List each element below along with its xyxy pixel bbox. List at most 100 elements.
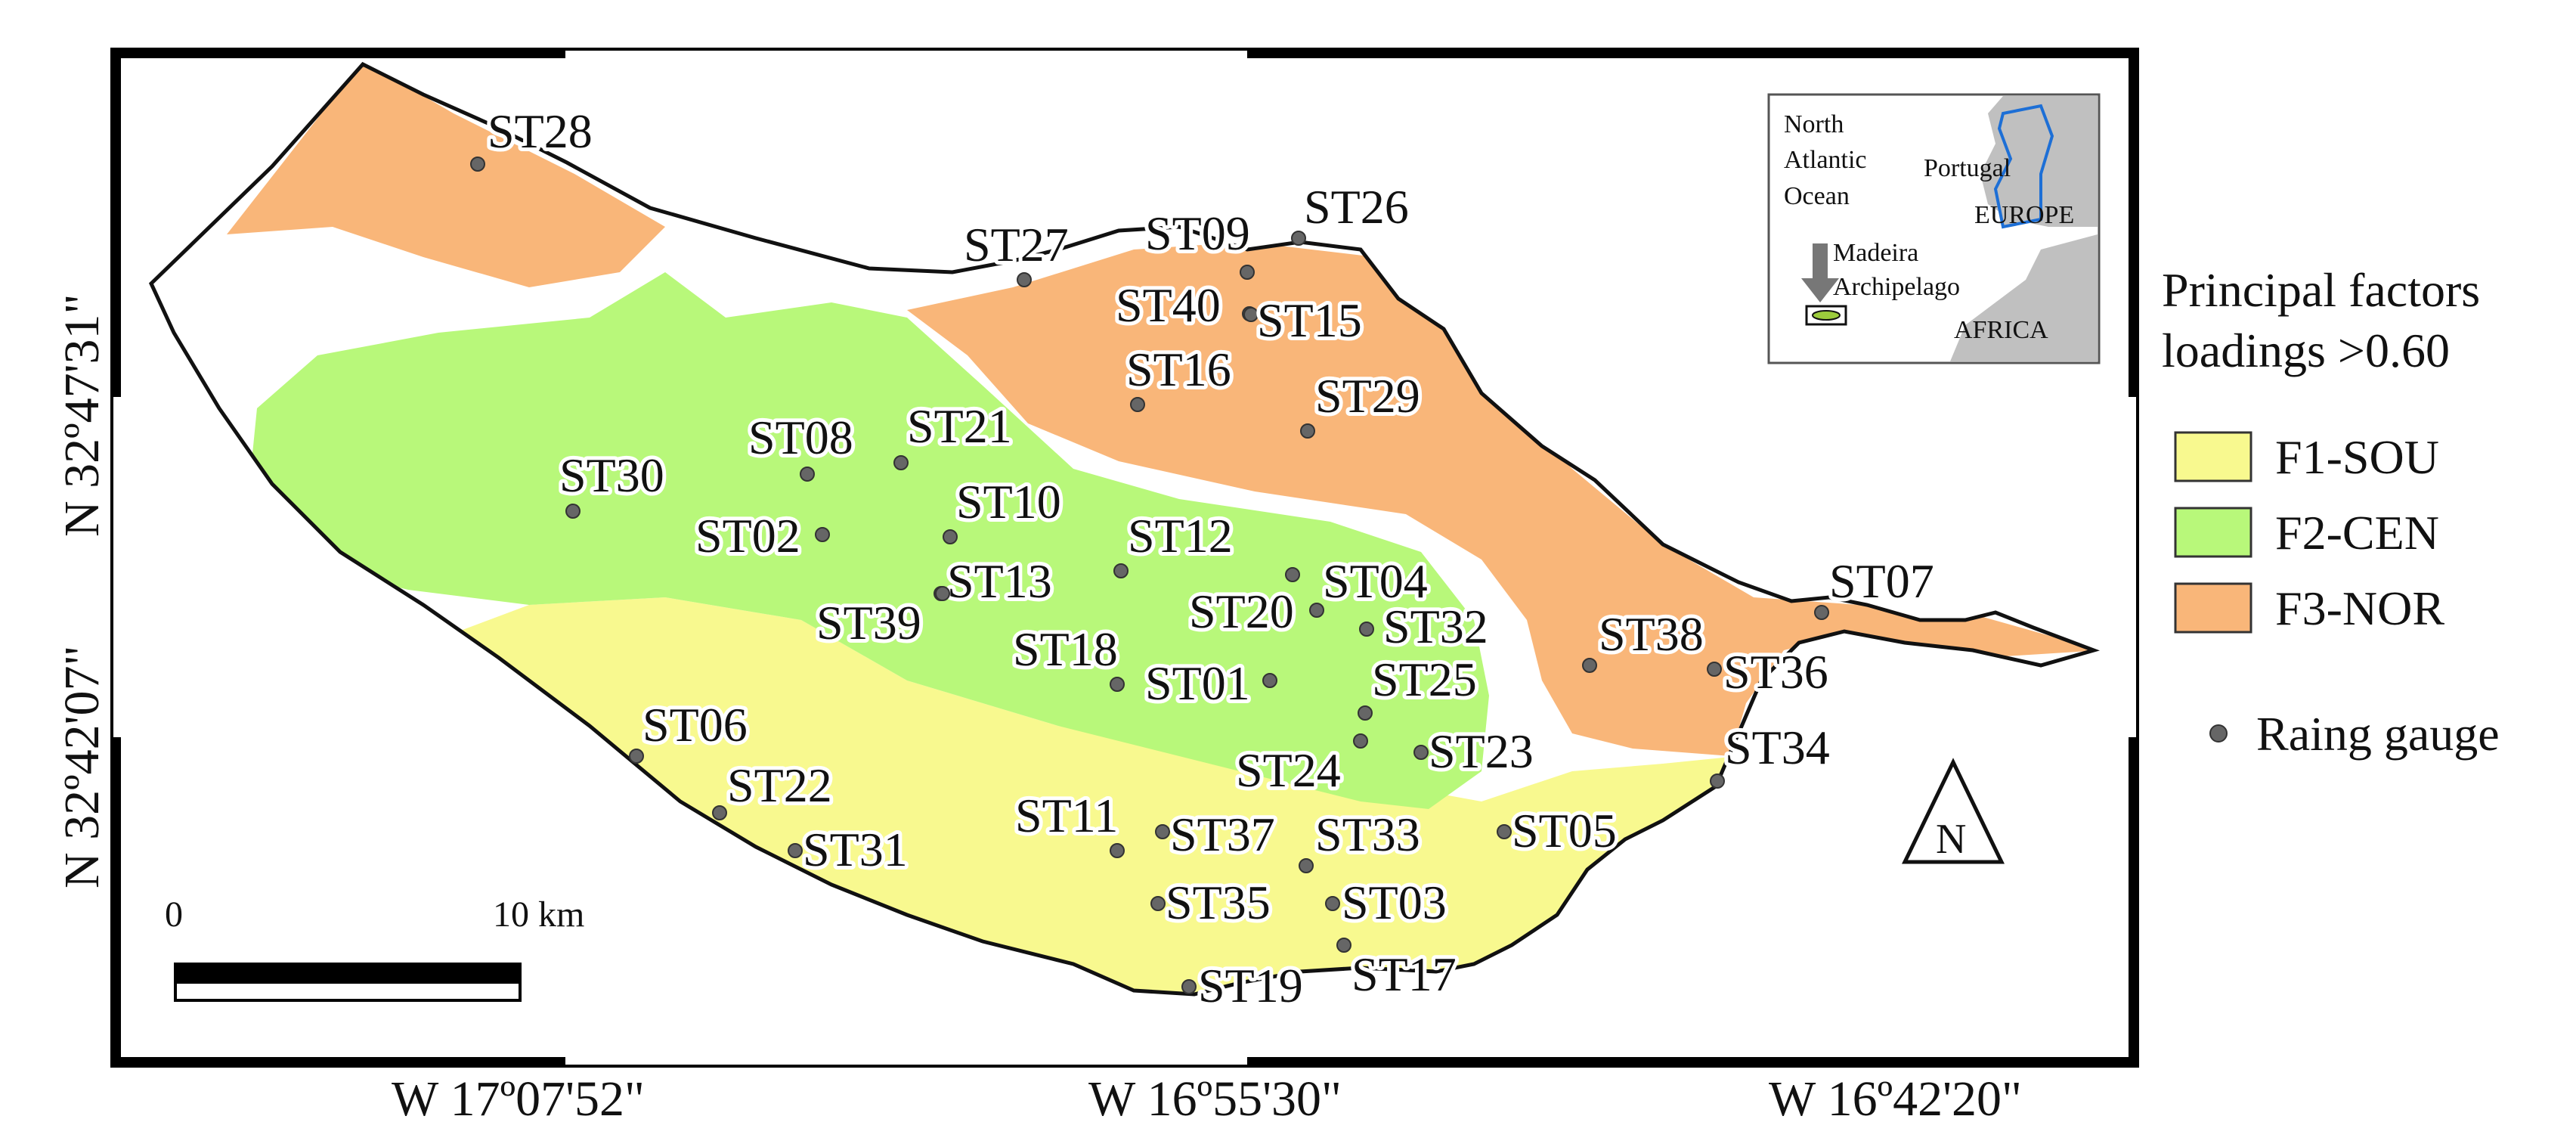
north-arrow: N — [1902, 758, 2005, 864]
inset-ocean-line3: Ocean — [1784, 182, 1850, 210]
lat-label-top: N 32º47'31" — [54, 294, 110, 537]
inset-europe-label: EUROPE — [1974, 201, 2074, 229]
station-label: ST24 — [1236, 743, 1341, 797]
legend-label-f2: F2-CEN — [2275, 506, 2439, 560]
station-label: ST05 — [1512, 804, 1617, 857]
inset-madeira-line2: Archipelago — [1833, 273, 1960, 301]
portugal-outline — [1993, 104, 2054, 229]
island — [148, 61, 2100, 997]
rain-gauge-marker — [1309, 603, 1324, 618]
station-label: ST10 — [956, 475, 1061, 529]
rain-gauge-marker — [629, 749, 644, 764]
station-label: ST03 — [1342, 876, 1447, 929]
station-label: ST04 — [1323, 554, 1428, 608]
rain-gauge-marker — [1300, 423, 1315, 439]
rain-gauge-marker — [1017, 272, 1032, 287]
legend-title-line1: Principal factors — [2162, 263, 2480, 317]
lat-label-bottom: N 32º42'07" — [54, 646, 110, 888]
station-label: ST35 — [1166, 876, 1271, 929]
station-label: ST13 — [947, 554, 1052, 608]
zone-f3-nor-east — [907, 242, 2094, 756]
scale-zero-label: 0 — [165, 894, 183, 935]
station-label: ST09 — [1145, 206, 1250, 260]
lon-label-right: W 16º42'20" — [1769, 1071, 2022, 1127]
lon-label-mid: W 16º55'30" — [1088, 1071, 1342, 1127]
station-label: ST28 — [488, 104, 593, 158]
legend-label-f1: F1-SOU — [2275, 430, 2439, 484]
rain-gauge-marker — [1359, 622, 1374, 637]
rain-gauge-marker — [1353, 733, 1368, 749]
station-label: ST30 — [559, 448, 664, 502]
station-label: ST22 — [727, 758, 832, 812]
scale-ten-label: 10 km — [493, 894, 584, 935]
legend-swatch-f2 — [2174, 507, 2252, 558]
rain-gauge-marker — [1291, 231, 1306, 246]
station-label: ST26 — [1304, 180, 1409, 234]
rain-gauge-marker — [712, 805, 727, 820]
latitude-labels: N 32º47'31" N 32º42'07" — [54, 294, 110, 888]
rain-gauge-marker — [1262, 673, 1277, 688]
station-label: ST06 — [642, 698, 748, 752]
inset-ocean-line1: North — [1784, 110, 1844, 138]
inset-map: North Atlantic Ocean Portugal EUROPE AFR… — [1767, 93, 2101, 364]
rain-gauge-marker — [1181, 979, 1197, 994]
scale-bar: 0 10 km — [165, 894, 584, 1002]
rain-gauge-marker — [1707, 662, 1722, 677]
station-label: ST15 — [1257, 293, 1362, 347]
rain-gauge-marker — [1150, 896, 1166, 911]
rain-gauge-marker — [1130, 397, 1145, 412]
legend-gauge-symbol — [2209, 724, 2228, 743]
station-label: ST19 — [1198, 959, 1303, 1012]
rain-gauge-marker — [1285, 567, 1300, 582]
rain-gauge-marker — [1413, 745, 1429, 760]
rain-gauge-marker — [1299, 858, 1314, 873]
rain-gauge-marker — [565, 504, 581, 519]
station-label: ST20 — [1189, 584, 1294, 638]
inset-portugal-label: Portugal — [1924, 154, 2011, 182]
legend-gauge-label: Raing gauge — [2256, 707, 2500, 761]
rain-gauge-marker — [1814, 605, 1829, 620]
rain-gauge-marker — [1113, 563, 1129, 578]
inset-arrow-shaft — [1813, 243, 1828, 281]
longitude-labels: W 17º07'52" W 16º55'30" W 16º42'20" — [392, 1071, 2022, 1127]
station-label: ST12 — [1128, 509, 1233, 563]
inset-madeira-line1: Madeira — [1833, 239, 1918, 267]
zone-f3-nor-west — [227, 64, 665, 287]
station-label: ST27 — [964, 218, 1069, 271]
station-label: ST31 — [803, 823, 908, 876]
rain-gauge-marker — [1110, 677, 1125, 692]
north-arrow-label: N — [1936, 816, 1966, 863]
station-label: ST11 — [1015, 789, 1118, 842]
station-label: ST01 — [1145, 656, 1250, 710]
rain-gauge-marker — [893, 455, 909, 470]
station-label: ST39 — [816, 596, 921, 650]
station-label: ST07 — [1829, 554, 1934, 608]
rain-gauge-marker — [1358, 705, 1373, 721]
inset-ocean-line2: Atlantic — [1784, 146, 1867, 174]
africa-landmass — [1950, 234, 2098, 361]
station-layer: ST28 ST27 ST09 ST26 ST40 ST15 ST16 ST29 ST30 ST08… — [470, 101, 1938, 1016]
inset-africa-label: AFRICA — [1954, 316, 2048, 344]
rain-gauge-marker — [788, 843, 803, 858]
station-label: ST37 — [1170, 808, 1275, 861]
rain-gauge-marker — [1243, 307, 1259, 322]
station-label: ST34 — [1725, 721, 1830, 774]
rain-gauge-marker — [943, 529, 958, 544]
rain-gauge-marker — [1240, 265, 1255, 280]
rain-gauge-marker — [470, 157, 485, 172]
station-label: ST02 — [695, 509, 800, 563]
rain-gauge-marker — [1710, 774, 1725, 789]
rain-gauge-marker — [800, 467, 815, 482]
station-label: ST18 — [1013, 622, 1118, 676]
zone-f1-sou — [378, 597, 1754, 994]
station-label: ST40 — [1116, 278, 1221, 332]
rain-gauge-marker — [1497, 824, 1512, 839]
rain-gauge-marker — [1110, 843, 1125, 858]
station-label: ST32 — [1383, 600, 1488, 653]
station-label: ST16 — [1126, 343, 1231, 396]
legend: Principal factors loadings >0.60 F1-SOU … — [2162, 263, 2500, 761]
rain-gauge-marker — [1155, 824, 1170, 839]
legend-swatch-f1 — [2174, 431, 2252, 482]
rain-gauge-marker — [1582, 658, 1597, 673]
